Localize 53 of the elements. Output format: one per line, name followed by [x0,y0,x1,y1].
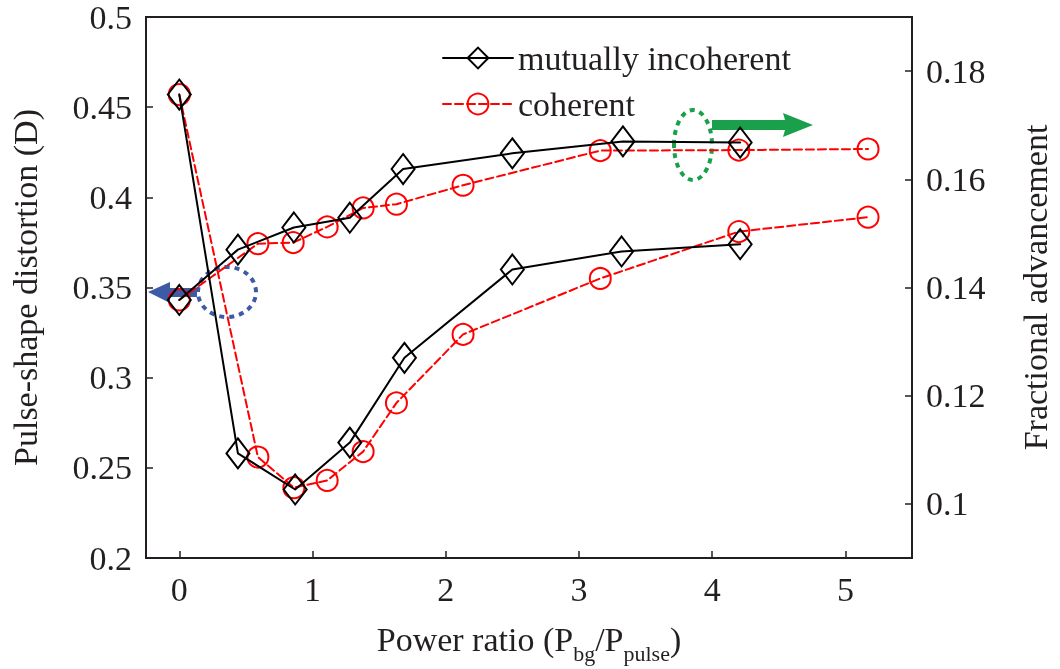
point [281,231,305,255]
y2-tick-label: 0.16 [926,160,986,198]
point [225,437,251,470]
point [451,322,475,346]
y-tick-label: 0.45 [72,88,132,126]
y-axis-title: Pulse-shape distortion (D) [6,109,45,466]
y-tick-label: 0.35 [72,269,132,306]
point [281,211,307,244]
y-tick-label: 0.5 [89,0,132,36]
y2-tick-label: 0.18 [926,52,986,90]
y2-tick-label: 0.12 [926,377,986,415]
point [166,78,192,111]
point [588,139,612,163]
y-tick-label: 0.4 [89,178,132,216]
x-tick-label: 0 [170,570,188,608]
point [315,215,339,239]
x-tick-label: 1 [304,570,322,608]
point [856,137,880,161]
point [225,233,251,266]
point [246,445,270,469]
x-tick-label: 2 [437,570,455,608]
point [451,173,475,197]
point [499,253,525,286]
legend-label: mutually incoherent [518,39,792,77]
point [166,283,192,316]
point [391,341,417,374]
legend-label: coherent [518,85,636,123]
point [351,196,375,220]
point [337,201,363,234]
x-tick-label: 4 [703,570,721,608]
y-tick-label: 0.3 [89,359,132,397]
point [588,266,612,290]
point [315,468,339,492]
x-tick-label: 3 [570,570,588,608]
point [351,440,375,464]
point [610,125,636,158]
y-tick-label: 0.2 [89,539,132,577]
point [337,426,363,459]
y2-tick-label: 0.14 [926,269,986,306]
point [727,126,753,159]
point [727,228,753,261]
y2-axis-title: Fractional advancement [1016,124,1054,451]
y-tick-label: 0.25 [72,449,132,487]
y2-tick-label: 0.1 [926,485,969,523]
x-tick-label: 5 [836,570,854,608]
point [609,235,635,268]
point [390,153,416,186]
point [246,232,270,256]
point [856,205,880,229]
point [384,391,408,415]
point [384,192,408,216]
point [282,473,308,506]
point [499,137,525,170]
